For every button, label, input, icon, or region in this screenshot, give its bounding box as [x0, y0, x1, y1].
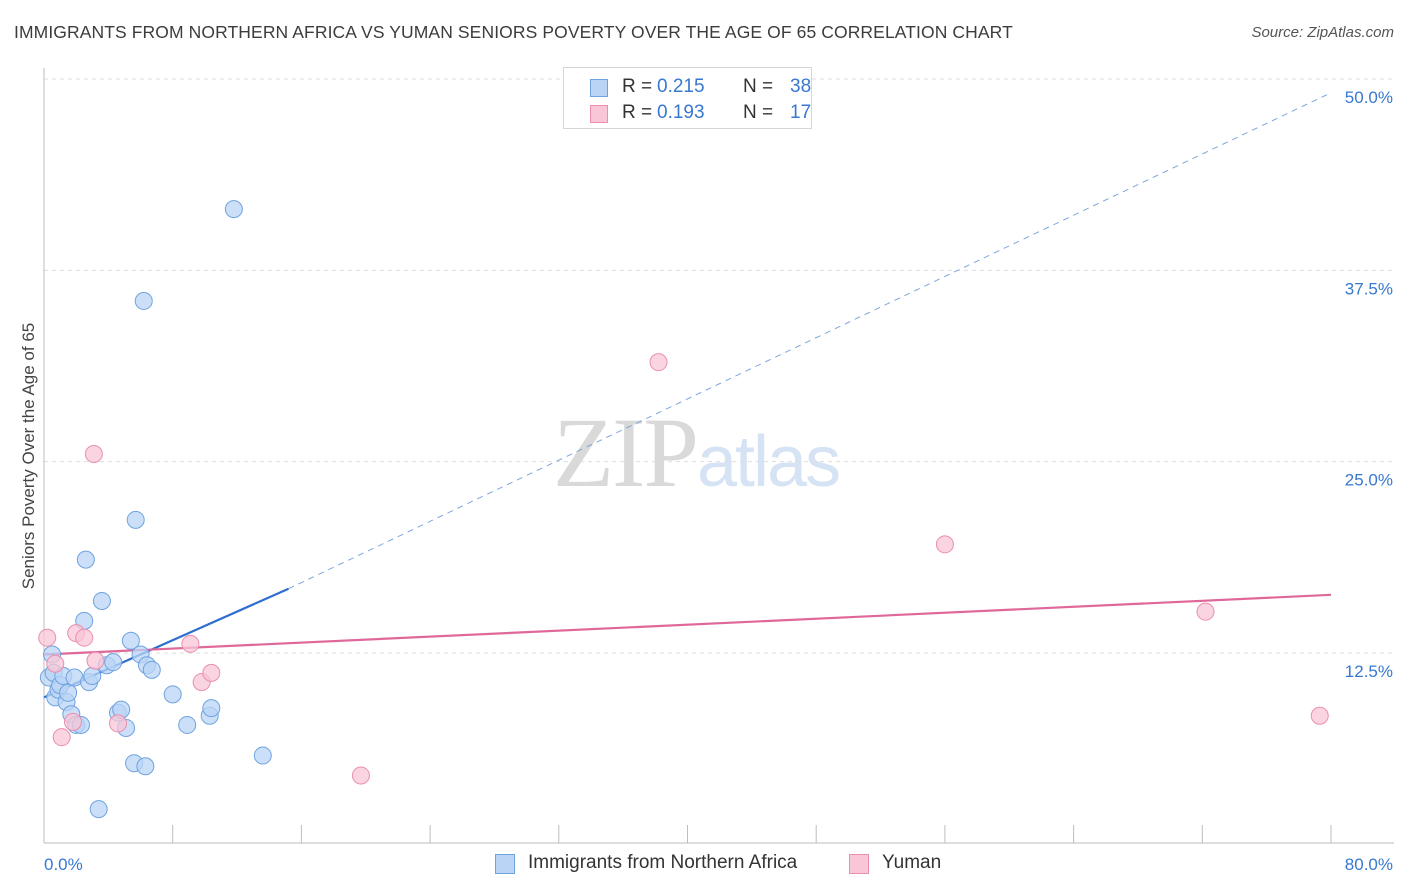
- chart-title: IMMIGRANTS FROM NORTHERN AFRICA VS YUMAN…: [14, 22, 1013, 42]
- legend-swatch-pink: [849, 854, 869, 874]
- r-label: R =: [622, 102, 653, 123]
- point-yuman: [38, 628, 57, 647]
- trend-layer: [43, 92, 1332, 699]
- point-immigrants: [163, 685, 182, 704]
- trendline-immigrants-extension: [288, 92, 1332, 590]
- point-yuman: [1310, 706, 1329, 725]
- legend-label-immigrants: Immigrants from Northern Africa: [528, 852, 798, 873]
- n-label: N =: [743, 102, 774, 123]
- point-yuman: [1196, 602, 1215, 621]
- point-immigrants: [59, 683, 78, 702]
- point-yuman: [935, 535, 954, 554]
- n-value: 38: [790, 76, 812, 97]
- point-yuman: [52, 728, 71, 747]
- watermark-zip: ZIP: [553, 397, 699, 508]
- point-immigrants: [253, 746, 272, 765]
- point-immigrants: [142, 660, 161, 679]
- point-yuman: [84, 445, 103, 464]
- point-immigrants: [178, 715, 197, 734]
- source-label: Source: ZipAtlas.com: [1251, 24, 1394, 41]
- watermark-atlas: atlas: [697, 422, 841, 502]
- point-yuman: [86, 651, 105, 670]
- y-axis-label: Seniors Poverty Over the Age of 65: [19, 323, 38, 589]
- y-tick-label: 25.0%: [1345, 471, 1393, 490]
- legend-label-yuman: Yuman: [882, 852, 942, 873]
- grid-layer: [44, 78, 1394, 654]
- label-layer: 12.5% 25.0% 37.5% 50.0% 0.0% 80.0% Seniors Pov…: [19, 88, 1393, 874]
- x-tick-label: 80.0%: [1345, 855, 1393, 874]
- legend-swatch-blue: [590, 79, 608, 97]
- point-immigrants: [83, 666, 102, 685]
- y-tick-label: 37.5%: [1345, 279, 1393, 298]
- r-label: R =: [622, 76, 653, 97]
- trendline-yuman: [43, 593, 1332, 656]
- point-yuman: [46, 654, 65, 673]
- y-tick-label: 12.5%: [1345, 662, 1393, 681]
- n-label: N =: [743, 76, 774, 97]
- y-tick-label: 50.0%: [1345, 88, 1393, 107]
- point-immigrants: [202, 699, 221, 718]
- point-immigrants: [134, 291, 153, 310]
- axis-layer: [43, 68, 1394, 844]
- legend-swatch-pink: [590, 105, 608, 123]
- point-immigrants: [126, 510, 145, 529]
- x-tick-label: 0.0%: [44, 855, 83, 874]
- point-immigrants: [136, 757, 155, 776]
- n-value: 17: [790, 102, 812, 123]
- legend-swatch-blue: [495, 854, 515, 874]
- point-immigrants: [92, 591, 111, 610]
- point-immigrants: [224, 200, 243, 219]
- point-yuman: [649, 353, 668, 372]
- correlation-legend: R = 0.215 N = 38 R = 0.193 N = 17: [563, 67, 812, 129]
- point-yuman: [202, 663, 221, 682]
- point-immigrants: [121, 631, 140, 650]
- point-yuman: [75, 628, 94, 647]
- point-layer: [38, 200, 1329, 819]
- point-yuman: [63, 712, 82, 731]
- point-immigrants: [104, 653, 123, 672]
- r-value: 0.193: [657, 102, 705, 123]
- point-yuman: [351, 766, 370, 785]
- r-value: 0.215: [657, 76, 705, 97]
- point-yuman: [181, 634, 200, 653]
- point-yuman: [109, 714, 128, 733]
- watermark: ZIPatlas: [553, 395, 841, 510]
- point-immigrants: [76, 550, 95, 569]
- point-immigrants: [89, 800, 108, 819]
